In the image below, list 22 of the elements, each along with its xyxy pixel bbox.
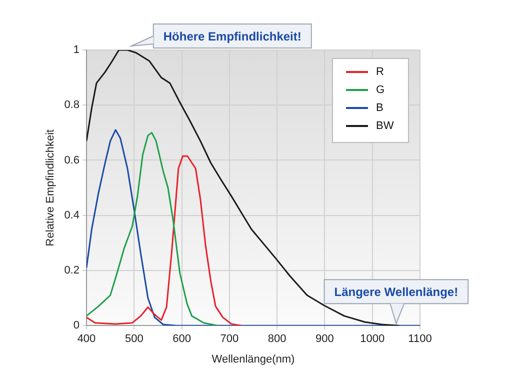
x-tick-label: 800	[268, 333, 286, 346]
x-tick-label: 600	[172, 333, 191, 346]
annotation: Längere Wellenlänge!	[334, 284, 458, 299]
x-tick-label: 900	[316, 333, 334, 346]
legend-label: R	[376, 66, 384, 78]
y-axis-title: Relative Empfindlichkeit	[44, 129, 57, 246]
x-tick-label: 400	[77, 333, 96, 346]
x-tick-label: 1000	[360, 333, 385, 346]
y-tick-label: 0.4	[64, 209, 80, 222]
annotation: Höhere Empfindlichkeit!	[163, 29, 302, 44]
y-tick-label: 0.8	[64, 99, 80, 112]
x-axis-title: Wellenlänge(nm)	[212, 353, 295, 366]
y-tick-label: 0.6	[64, 154, 80, 166]
y-tick-label: 0	[73, 320, 80, 332]
legend-label: B	[376, 102, 384, 114]
x-tick-label: 700	[220, 333, 239, 346]
legend-label: G	[376, 84, 385, 96]
y-tick-label: 0.2	[64, 264, 80, 277]
y-tick-label: 1	[73, 44, 80, 56]
legend-label: BW	[376, 120, 394, 132]
x-tick-label: 500	[124, 333, 144, 346]
x-tick-label: 1100	[408, 333, 432, 346]
